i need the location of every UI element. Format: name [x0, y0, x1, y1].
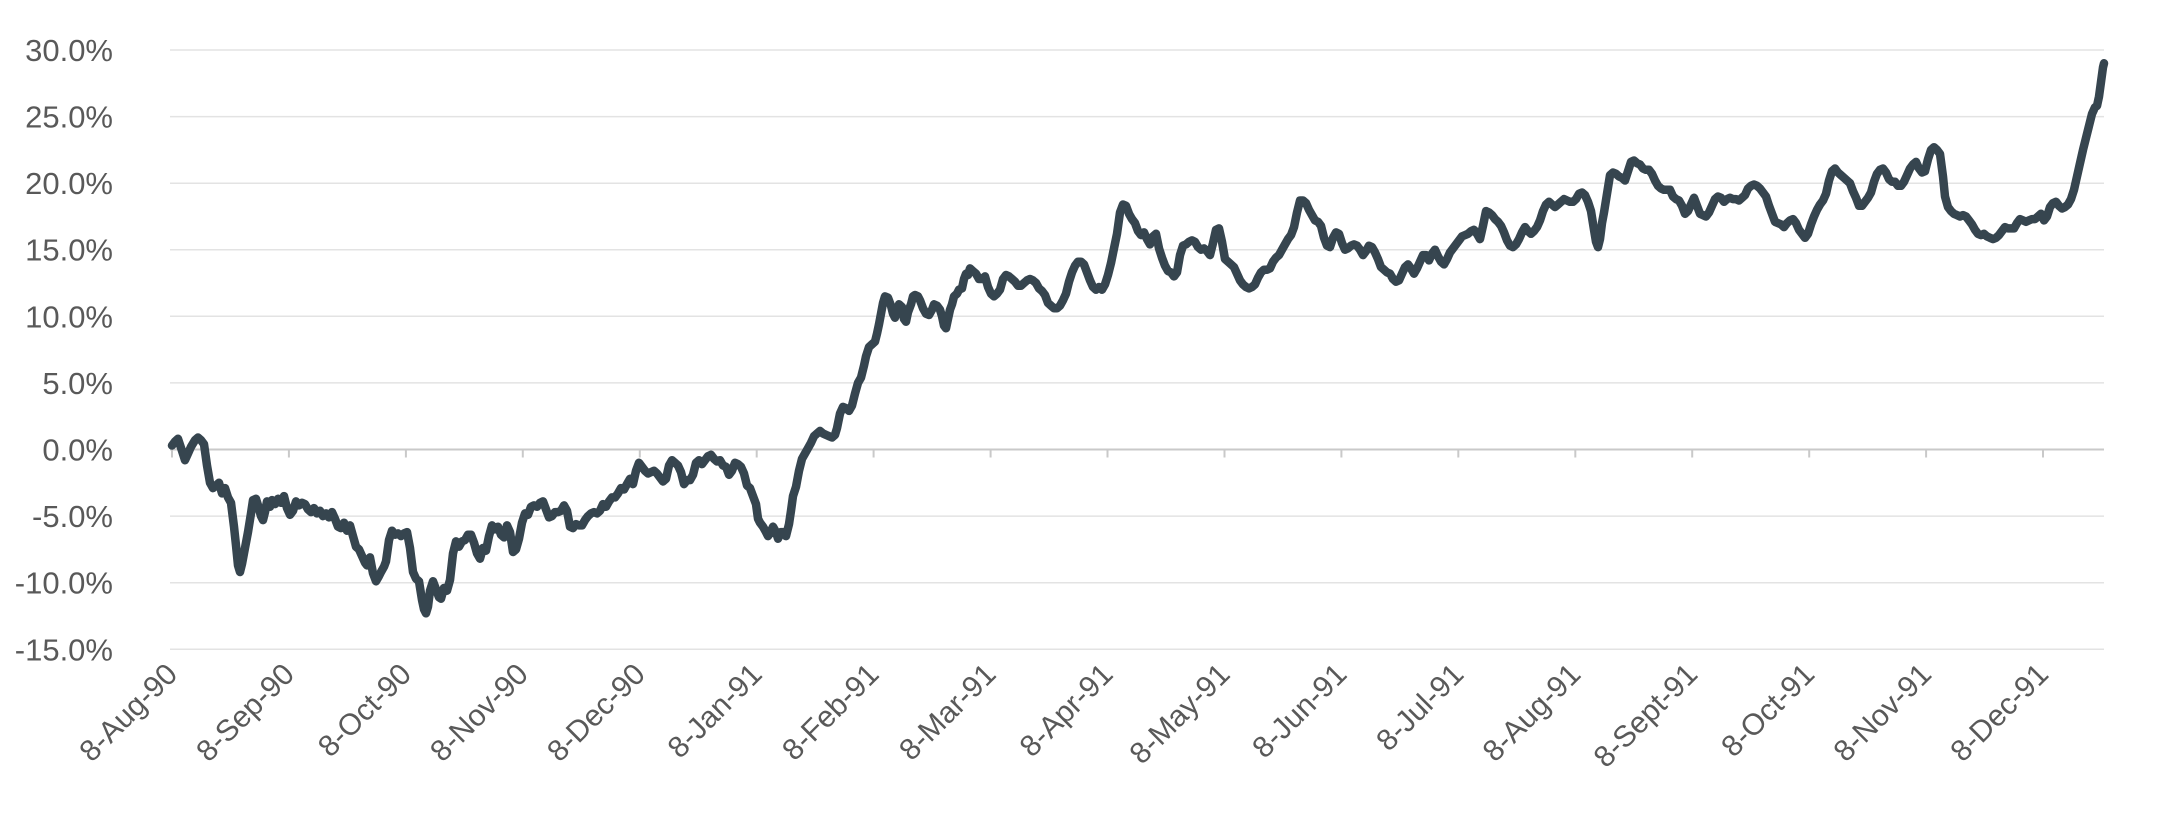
x-axis-tick-label: 8-Jun-91 [1246, 658, 1353, 765]
y-axis-tick-label: 30.0% [25, 33, 113, 68]
data-series-line [167, 59, 2109, 618]
y-axis-tick-label: 0.0% [42, 433, 113, 468]
y-axis-tick-label: -10.0% [15, 566, 113, 601]
x-axis-tick-label: 8-Sept-91 [1588, 658, 1704, 774]
y-axis-tick-label: 15.0% [25, 233, 113, 268]
y-axis-tick-label: -5.0% [32, 499, 113, 534]
y-axis-tick-label: 20.0% [25, 166, 113, 201]
x-axis-tick-label: 8-Mar-91 [893, 658, 1002, 767]
x-axis-tick-label: 8-Sep-90 [190, 658, 301, 769]
x-axis-tick-label: 8-May-91 [1124, 658, 1237, 771]
x-axis-tick-label: 8-Apr-91 [1014, 658, 1120, 764]
x-axis-tick-label: 8-Jan-91 [662, 658, 769, 765]
y-axis-tick-label: 25.0% [25, 100, 113, 135]
y-axis-tick-label: 10.0% [25, 299, 113, 334]
x-axis-tick-label: 8-Jul-91 [1370, 658, 1470, 758]
x-axis-tick-label: 8-Nov-90 [424, 658, 535, 769]
x-axis-tick-label: 8-Aug-91 [1477, 658, 1588, 769]
y-axis-tick-label: 5.0% [42, 366, 113, 401]
x-axis-tick-label: 8-Aug-90 [73, 658, 184, 769]
x-axis-tick-label: 8-Oct-90 [312, 658, 418, 764]
x-axis-tick-label: 8-Feb-91 [776, 658, 885, 767]
x-axis-tick-label: 8-Dec-91 [1944, 658, 2055, 769]
x-axis-tick-label: 8-Nov-91 [1827, 658, 1938, 769]
x-axis-tick-label: 8-Dec-90 [541, 658, 652, 769]
x-axis-tick-label: 8-Oct-91 [1715, 658, 1821, 764]
y-axis-tick-label: -15.0% [15, 632, 113, 667]
